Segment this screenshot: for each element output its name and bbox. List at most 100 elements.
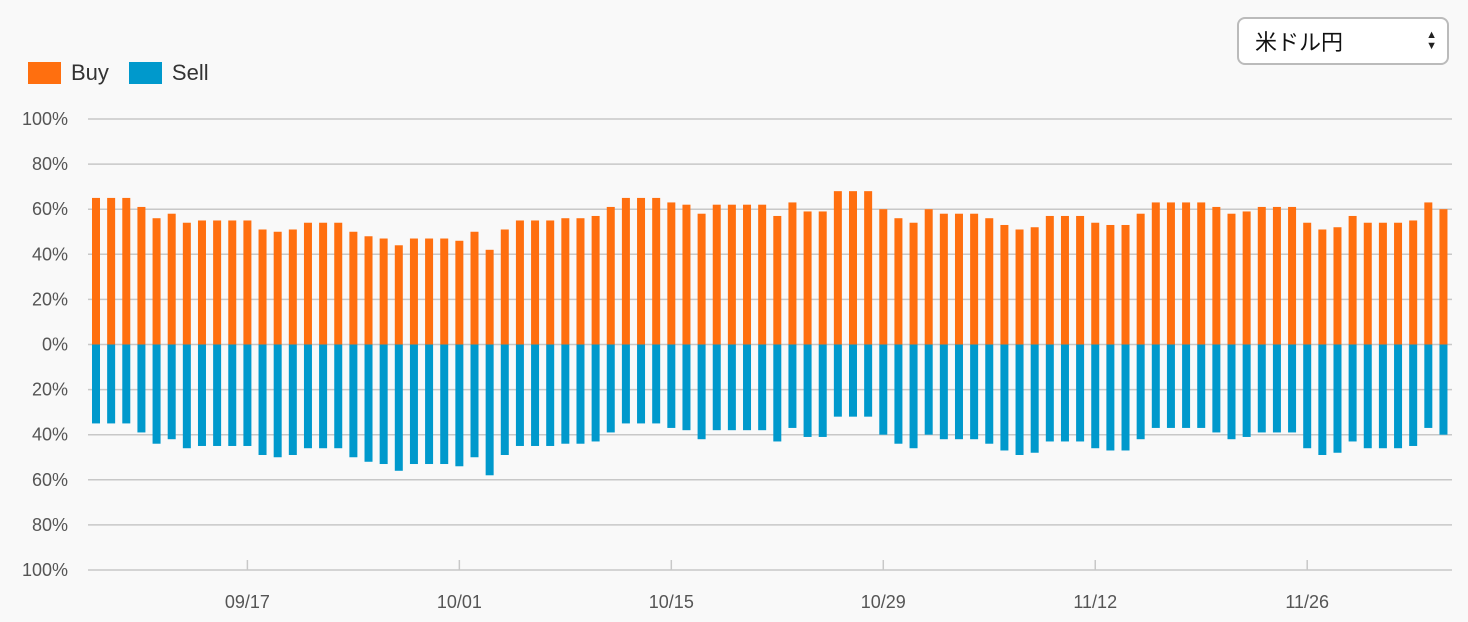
bar-sell [682, 344, 691, 431]
y-tick-label: 40% [32, 244, 68, 264]
legend-item-sell[interactable]: Sell [128, 60, 209, 86]
bar-buy [1288, 206, 1297, 345]
bar-buy [500, 229, 509, 345]
bar-sell [167, 344, 176, 440]
bar-sell [531, 344, 540, 446]
bar-buy [1106, 224, 1115, 345]
bar-buy [92, 197, 100, 345]
bar-sell [1015, 344, 1024, 455]
legend-item-buy[interactable]: Buy [28, 60, 109, 86]
bar-buy [485, 249, 494, 345]
bar-sell [107, 344, 116, 424]
x-tick-label: 10/01 [437, 592, 482, 612]
bar-sell [440, 344, 449, 465]
bar-buy [107, 197, 116, 345]
bar-buy [985, 218, 994, 345]
bar-sell [182, 344, 191, 449]
legend-label-sell: Sell [171, 60, 209, 85]
bar-sell [1212, 344, 1221, 433]
bar-buy [455, 240, 464, 345]
legend-swatch-buy [28, 62, 61, 84]
bar-sell [1333, 344, 1342, 453]
bar-sell [939, 344, 948, 440]
bar-buy [1136, 213, 1145, 345]
bar-sell [743, 344, 752, 431]
bar-sell [606, 344, 615, 433]
bar-buy [213, 220, 222, 345]
bar-sell [879, 344, 888, 435]
bar-buy [167, 213, 176, 345]
bar-buy [1045, 215, 1054, 345]
bar-buy [576, 218, 585, 345]
bar-sell [334, 344, 343, 449]
bar-buy [122, 197, 131, 345]
bar-sell [591, 344, 600, 442]
select-arrows-icon: ▲ ▼ [1426, 29, 1437, 52]
bar-sell [243, 344, 252, 446]
bar-sell [1363, 344, 1372, 449]
bar-buy [773, 215, 782, 345]
bar-sell [667, 344, 676, 428]
bar-sell [364, 344, 373, 462]
bar-buy [273, 231, 282, 345]
bar-sell [758, 344, 767, 431]
bar-buy [864, 191, 873, 345]
bar-buy [531, 220, 540, 345]
bar-buy [409, 238, 418, 345]
bar-sell [1439, 344, 1448, 435]
bar-buy [1197, 202, 1206, 345]
bar-buy [288, 229, 297, 345]
bar-buy [1166, 202, 1175, 345]
bar-buy [833, 191, 842, 345]
chart-legend: Buy Sell [28, 60, 229, 86]
bar-buy [152, 218, 161, 345]
bar-sell [1272, 344, 1281, 433]
bar-buy [1076, 215, 1085, 345]
bar-sell [1030, 344, 1039, 453]
bar-buy [682, 204, 691, 345]
bar-buy [1015, 229, 1024, 345]
bar-buy [379, 238, 388, 345]
bar-buy [909, 222, 918, 345]
bar-sell [833, 344, 842, 417]
x-tick-label: 09/17 [225, 592, 270, 612]
bar-sell [712, 344, 721, 431]
bar-sell [1378, 344, 1387, 449]
bar-buy [879, 209, 888, 345]
bar-sell [1106, 344, 1115, 451]
y-tick-label: 60% [32, 470, 68, 490]
bar-buy [1394, 222, 1403, 345]
legend-label-buy: Buy [71, 60, 109, 85]
x-tick-label: 11/12 [1073, 592, 1117, 612]
bar-buy [697, 213, 706, 345]
bar-sell [500, 344, 509, 455]
bar-buy [606, 206, 615, 345]
bar-buy [1424, 202, 1433, 345]
bar-sell [849, 344, 857, 417]
bar-sell [122, 344, 131, 424]
bar-sell [803, 344, 812, 437]
currency-pair-select[interactable]: 米ドル円 ▲ ▼ [1237, 17, 1449, 65]
bar-sell [213, 344, 222, 446]
bar-sell [1182, 344, 1191, 428]
bar-buy [319, 222, 328, 345]
bar-buy [1333, 227, 1342, 345]
bar-sell [697, 344, 706, 440]
bar-sell [864, 344, 873, 417]
bar-sell [1000, 344, 1009, 451]
bar-buy [1060, 215, 1069, 345]
bar-sell [515, 344, 524, 446]
bar-buy [1091, 222, 1100, 345]
bar-sell [561, 344, 570, 444]
bar-buy [243, 220, 252, 345]
bar-buy [1242, 211, 1251, 345]
bar-sell [924, 344, 933, 435]
bar-buy [849, 191, 857, 345]
bar-sell [1151, 344, 1160, 428]
bar-sell [546, 344, 555, 446]
bar-buy [924, 209, 933, 345]
bar-buy [440, 238, 449, 345]
bar-sell [652, 344, 661, 424]
y-tick-label: 60% [32, 199, 68, 219]
